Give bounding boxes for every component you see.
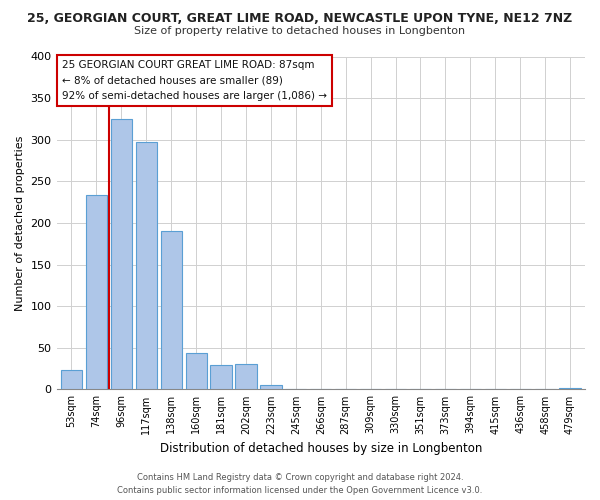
Y-axis label: Number of detached properties: Number of detached properties	[15, 136, 25, 310]
Text: 25, GEORGIAN COURT, GREAT LIME ROAD, NEWCASTLE UPON TYNE, NE12 7NZ: 25, GEORGIAN COURT, GREAT LIME ROAD, NEW…	[28, 12, 572, 26]
Bar	[136, 142, 157, 390]
Text: 25 GEORGIAN COURT GREAT LIME ROAD: 87sqm
← 8% of detached houses are smaller (89: 25 GEORGIAN COURT GREAT LIME ROAD: 87sqm…	[62, 60, 327, 101]
Bar	[161, 232, 182, 390]
Bar	[235, 364, 257, 390]
X-axis label: Distribution of detached houses by size in Longbenton: Distribution of detached houses by size …	[160, 442, 482, 455]
Text: Size of property relative to detached houses in Longbenton: Size of property relative to detached ho…	[134, 26, 466, 36]
Bar	[111, 119, 132, 390]
Bar	[86, 196, 107, 390]
Bar	[211, 366, 232, 390]
Bar	[285, 388, 307, 390]
Bar	[185, 353, 207, 390]
Bar	[260, 386, 281, 390]
Bar	[435, 388, 456, 390]
Bar	[559, 388, 581, 390]
Text: Contains HM Land Registry data © Crown copyright and database right 2024.
Contai: Contains HM Land Registry data © Crown c…	[118, 474, 482, 495]
Bar	[61, 370, 82, 390]
Bar	[310, 388, 331, 390]
